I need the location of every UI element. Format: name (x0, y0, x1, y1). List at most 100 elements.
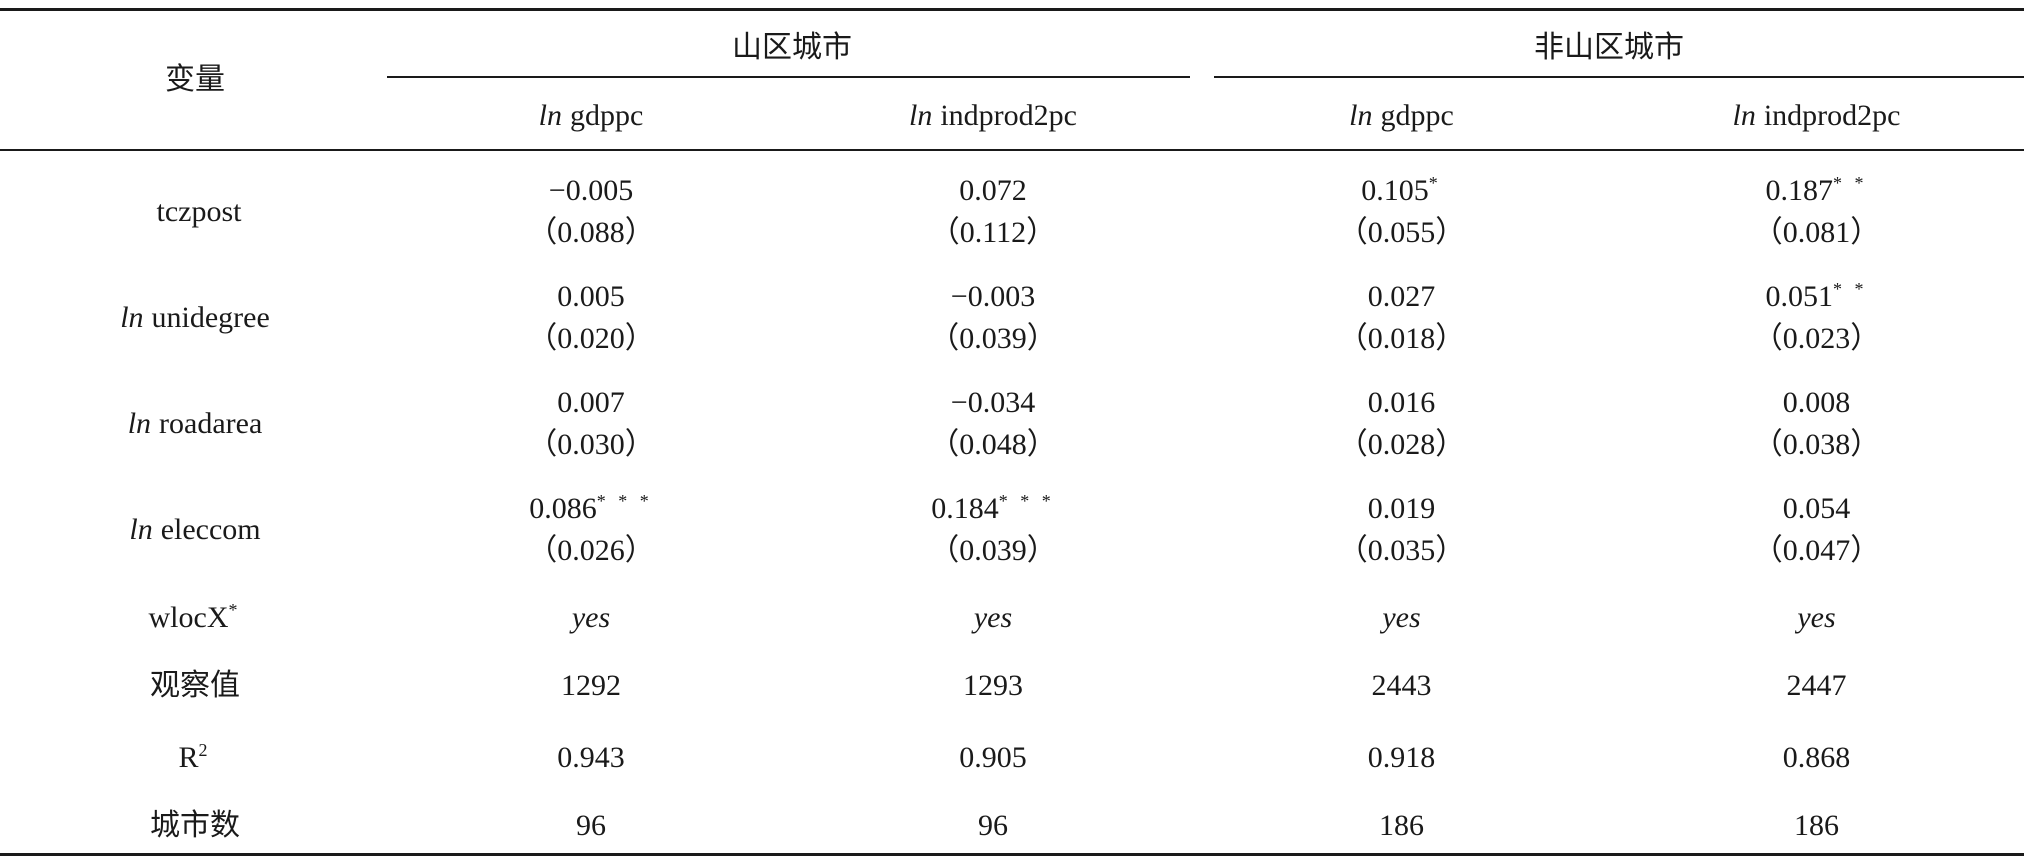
row-label-observations: 观察值 (150, 668, 240, 703)
standard-error: （0.028） (1337, 428, 1466, 461)
table-cell: 2447 (1786, 669, 1847, 702)
variable-name: unidegree (151, 301, 270, 334)
table-cell: yes (1797, 601, 1836, 634)
standard-error: （0.055） (1337, 216, 1466, 249)
standard-error: （0.038） (1752, 428, 1881, 461)
column-var-name: gdppc (1380, 99, 1454, 132)
table-cell: 0.027 （0.018） (1194, 272, 1609, 364)
row-label-eleccom: ln eleccom (0, 484, 390, 576)
coefficient: 0.027 (1367, 280, 1436, 313)
bottom-rule (0, 853, 2024, 856)
variable-name: wlocX (148, 601, 229, 634)
standard-error: （0.026） (527, 534, 655, 567)
group-rule-nonmountain (1214, 76, 2024, 78)
table-cell: 0.905 (959, 741, 1027, 774)
standard-error: （0.048） (929, 428, 1057, 461)
table-cell: 0.051* * （0.023） (1609, 272, 2024, 364)
coefficient: −0.003 (950, 280, 1036, 313)
significance-stars: * * * (596, 491, 653, 511)
table-cell: 0.016 （0.028） (1194, 378, 1609, 470)
coefficient: 0.072 (959, 174, 1027, 207)
variable-name: R (178, 741, 199, 774)
table-cell: yes (1382, 601, 1421, 634)
variable-name: roadarea (159, 407, 263, 440)
top-rule (0, 8, 2024, 11)
standard-error: （0.088） (527, 216, 655, 249)
standard-error: （0.039） (929, 534, 1057, 567)
coefficient: 0.051 (1765, 280, 1834, 313)
coefficient: 0.005 (557, 280, 625, 313)
row-label-unidegree: ln unidegree (0, 272, 390, 364)
coefficient: −0.005 (548, 174, 634, 207)
significance-stars: * * * (998, 491, 1055, 511)
ln-prefix: ln (909, 99, 933, 132)
table-cell: 186 (1794, 809, 1839, 842)
row-label-r-squared: R2 (0, 732, 390, 784)
table-cell: −0.005 （0.088） (390, 166, 792, 258)
column-header-4: ln indprod2pc (1609, 90, 2024, 142)
variable-name: eleccom (160, 513, 261, 546)
standard-error: （0.030） (527, 428, 655, 461)
table-cell: 0.918 (1367, 741, 1436, 774)
table-cell: 0.868 (1782, 741, 1851, 774)
ln-prefix: ln (120, 301, 144, 334)
table-cell: 96 (978, 809, 1008, 842)
standard-error: （0.039） (929, 322, 1057, 355)
coefficient: 0.019 (1367, 492, 1436, 525)
table-cell: 0.086* * * （0.026） (390, 484, 792, 576)
column-header-3: ln gdppc (1194, 90, 1609, 142)
coefficient: 0.105 (1361, 174, 1429, 207)
coefficient: 0.086 (529, 492, 597, 525)
standard-error: （0.035） (1337, 534, 1466, 567)
table-cell: 0.105* （0.055） (1194, 166, 1609, 258)
table-cell: 0.072 （0.112） (792, 166, 1194, 258)
coefficient: −0.034 (950, 386, 1036, 419)
column-var-name: indprod2pc (1763, 99, 1901, 132)
coefficient: 0.187 (1765, 174, 1834, 207)
coefficient: 0.184 (931, 492, 999, 525)
significance-stars: * (1428, 173, 1442, 193)
ln-prefix: ln (538, 99, 562, 132)
row-label-city-count: 城市数 (150, 808, 240, 843)
column-var-name: indprod2pc (940, 99, 1077, 132)
table-cell: 1293 (963, 669, 1023, 702)
row-label-tczpost: tczpost (0, 166, 390, 258)
group-header-nonmountain: 非山区城市 (1534, 30, 1684, 65)
column-header-1: ln gdppc (390, 90, 792, 142)
table-cell: 0.019 （0.035） (1194, 484, 1609, 576)
table-cell: −0.034 （0.048） (792, 378, 1194, 470)
table-cell: 0.184* * * （0.039） (792, 484, 1194, 576)
row-label-roadarea: ln roadarea (0, 378, 390, 470)
standard-error: （0.047） (1752, 534, 1881, 567)
table-cell: 96 (576, 809, 606, 842)
ln-prefix: ln (127, 407, 152, 440)
header-rule (0, 149, 2024, 151)
standard-error: （0.020） (527, 322, 655, 355)
table-cell: 0.005 （0.020） (390, 272, 792, 364)
coefficient: 0.054 (1782, 492, 1851, 525)
table-cell: 0.187* * （0.081） (1609, 166, 2024, 258)
table-cell: yes (571, 601, 611, 634)
table-cell: yes (973, 601, 1013, 634)
group-header-mountain: 山区城市 (732, 30, 852, 65)
table-cell: 0.007 （0.030） (390, 378, 792, 470)
significance-stars: * * (1833, 279, 1868, 299)
standard-error: （0.112） (929, 216, 1057, 249)
standard-error: （0.018） (1337, 322, 1466, 355)
ln-prefix: ln (129, 513, 153, 546)
table-cell: 0.054 （0.047） (1609, 484, 2024, 576)
significance-stars: * * (1833, 173, 1868, 193)
regression-table: 变量 山区城市 非山区城市 ln gdppc ln indprod2pc ln gdp… (0, 8, 2024, 856)
group-rule-mountain (387, 76, 1190, 78)
standard-error: （0.023） (1752, 322, 1881, 355)
table-cell: 0.008 （0.038） (1609, 378, 2024, 470)
column-var-name: gdppc (570, 99, 644, 132)
variable-name: tczpost (156, 195, 242, 228)
ln-prefix: ln (1732, 99, 1756, 132)
label-superscript: * (228, 600, 242, 620)
column-header-2: ln indprod2pc (792, 90, 1194, 142)
table-cell: −0.003 （0.039） (792, 272, 1194, 364)
standard-error: （0.081） (1752, 216, 1881, 249)
coefficient: 0.016 (1367, 386, 1436, 419)
table-cell: 1292 (561, 669, 621, 702)
